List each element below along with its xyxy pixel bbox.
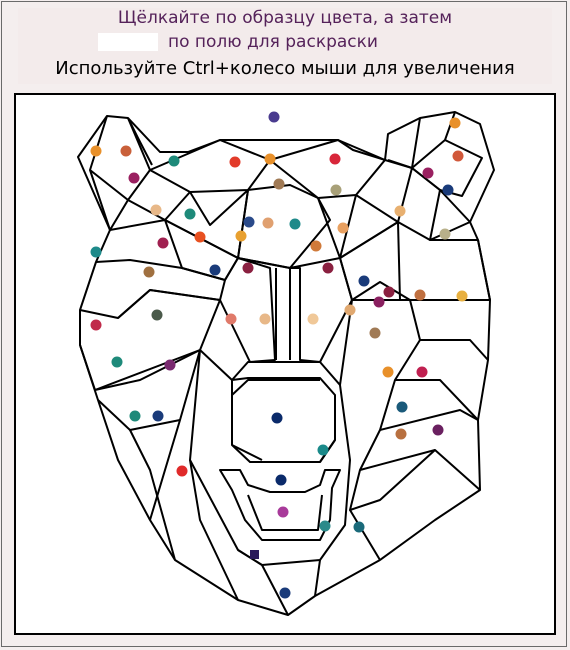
jaw-lines[interactable] [189, 459, 381, 601]
nose-bridge-right[interactable] [290, 257, 353, 363]
right-eye-lower[interactable] [351, 281, 411, 301]
color-hint-dot[interactable] [235, 230, 247, 242]
color-hint-square[interactable] [250, 550, 259, 559]
color-hint-dot[interactable] [353, 521, 365, 533]
color-hint-dot[interactable] [358, 275, 370, 287]
color-hint-dot[interactable] [383, 286, 395, 298]
color-hint-dots[interactable] [90, 111, 468, 599]
color-hint-dot[interactable] [90, 319, 102, 331]
instruction-line-1: Щёлкайте по образцу цвета, а затем [117, 8, 453, 28]
selected-color-swatch [98, 33, 158, 51]
snout-sides[interactable] [189, 349, 351, 566]
forehead-band[interactable] [149, 139, 413, 171]
color-hint-dot[interactable] [307, 313, 319, 325]
instruction-line-2: по полю для раскраски [168, 32, 378, 52]
color-hint-dot[interactable] [90, 145, 102, 157]
color-hint-dot[interactable] [452, 150, 464, 162]
nose-bridge-left[interactable] [219, 257, 276, 363]
color-hint-dot[interactable] [310, 240, 322, 252]
color-hint-dot[interactable] [168, 155, 180, 167]
mouth-inner[interactable] [247, 494, 323, 531]
color-hint-dot[interactable] [277, 506, 289, 518]
color-hint-dot[interactable] [176, 465, 188, 477]
color-hint-dot[interactable] [396, 401, 408, 413]
color-hint-dot[interactable] [151, 309, 163, 321]
color-hint-dot[interactable] [439, 228, 451, 240]
nose-bridge-center[interactable] [275, 268, 291, 360]
right-jaw[interactable] [349, 449, 436, 511]
color-hint-dot[interactable] [369, 327, 381, 339]
color-hint-dot[interactable] [242, 262, 254, 274]
color-hint-dot[interactable] [264, 153, 276, 165]
color-hint-dot[interactable] [344, 304, 356, 316]
color-hint-dot[interactable] [373, 296, 385, 308]
color-hint-dot[interactable] [449, 117, 461, 129]
color-hint-dot[interactable] [209, 264, 221, 276]
left-cheek-3[interactable] [94, 349, 201, 521]
right-cheek-3[interactable] [379, 379, 479, 431]
color-hint-dot[interactable] [157, 237, 169, 249]
color-hint-dot[interactable] [225, 313, 237, 325]
color-hint-dot[interactable] [273, 178, 285, 190]
color-hint-dot[interactable] [317, 444, 329, 456]
color-hint-dot[interactable] [456, 290, 468, 302]
color-hint-dot[interactable] [152, 410, 164, 422]
color-hint-dot[interactable] [330, 184, 342, 196]
chin[interactable] [237, 549, 321, 616]
color-hint-dot[interactable] [319, 520, 331, 532]
brow-right[interactable] [317, 167, 471, 259]
color-hint-dot[interactable] [322, 262, 334, 274]
color-hint-dot[interactable] [416, 366, 428, 378]
zoom-hint: Используйте Ctrl+колесо мыши для увеличе… [55, 58, 515, 79]
color-hint-dot[interactable] [128, 172, 140, 184]
snout-outer[interactable] [199, 299, 353, 386]
right-cheek-2[interactable] [394, 339, 479, 421]
left-eye[interactable] [164, 219, 239, 281]
instructions-panel: Щёлкайте по образцу цвета, а затем по по… [18, 8, 552, 84]
left-jaw[interactable] [129, 429, 176, 561]
color-hint-dot[interactable] [382, 366, 394, 378]
color-hint-dot[interactable] [268, 111, 280, 123]
coloring-canvas-frame [14, 93, 556, 635]
color-hint-dot[interactable] [129, 410, 141, 422]
color-hint-dot[interactable] [432, 424, 444, 436]
color-hint-dot[interactable] [120, 145, 132, 157]
color-hint-dot[interactable] [329, 153, 341, 165]
color-hint-dot[interactable] [395, 428, 407, 440]
color-hint-dot[interactable] [279, 587, 291, 599]
color-hint-dot[interactable] [422, 167, 434, 179]
color-hint-dot[interactable] [259, 313, 271, 325]
color-hint-dot[interactable] [143, 266, 155, 278]
color-hint-dot[interactable] [194, 231, 206, 243]
color-hint-dot[interactable] [414, 289, 426, 301]
color-hint-dot[interactable] [262, 217, 274, 229]
color-hint-dot[interactable] [442, 184, 454, 196]
left-cheek-2[interactable] [79, 289, 221, 391]
color-hint-dot[interactable] [271, 412, 283, 424]
right-cheek-1[interactable] [409, 239, 491, 361]
color-hint-dot[interactable] [184, 208, 196, 220]
color-hint-dot[interactable] [275, 474, 287, 486]
color-hint-dot[interactable] [90, 246, 102, 258]
bear-outline[interactable] [77, 111, 495, 616]
color-hint-dot[interactable] [337, 222, 349, 234]
color-hint-dot[interactable] [394, 205, 406, 217]
color-hint-dot[interactable] [229, 156, 241, 168]
color-hint-dot[interactable] [150, 204, 162, 216]
left-ear-fold[interactable] [127, 117, 153, 166]
right-ear[interactable] [411, 111, 471, 223]
color-hint-dot[interactable] [164, 359, 176, 371]
color-hint-dot[interactable] [111, 356, 123, 368]
color-hint-dot[interactable] [289, 218, 301, 230]
left-ear-inner[interactable] [89, 169, 129, 231]
forehead-triangles[interactable] [149, 159, 386, 199]
color-hint-dot[interactable] [243, 216, 255, 228]
mouth[interactable] [219, 469, 341, 541]
right-cheek-4[interactable] [359, 429, 481, 491]
